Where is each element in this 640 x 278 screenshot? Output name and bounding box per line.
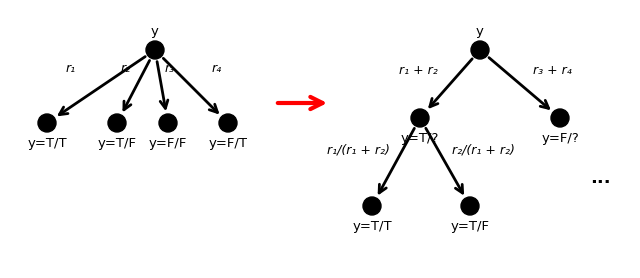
Circle shape [38,114,56,132]
Text: ...: ... [589,169,611,187]
Text: r₄: r₄ [211,62,221,75]
Text: y=F/?: y=F/? [541,132,579,145]
Circle shape [411,109,429,127]
Text: r₁/(r₁ + r₂): r₁/(r₁ + r₂) [326,143,389,157]
Circle shape [159,114,177,132]
Text: y=F/T: y=F/T [209,137,248,150]
Text: r₃: r₃ [164,62,175,75]
Text: y=T/F: y=T/F [97,137,136,150]
Text: y: y [476,25,484,38]
Text: y=T/T: y=T/T [352,220,392,233]
Text: r₂/(r₁ + r₂): r₂/(r₁ + r₂) [452,143,515,157]
Text: r₂: r₂ [121,62,131,75]
Circle shape [551,109,569,127]
Text: r₁ + r₂: r₁ + r₂ [399,63,437,76]
Circle shape [363,197,381,215]
Circle shape [471,41,489,59]
Circle shape [146,41,164,59]
Circle shape [461,197,479,215]
Text: y=T/F: y=T/F [451,220,490,233]
Text: y: y [151,25,159,38]
Circle shape [219,114,237,132]
Text: r₃ + r₄: r₃ + r₄ [532,63,572,76]
Circle shape [108,114,126,132]
Text: y=F/F: y=F/F [149,137,187,150]
Text: y=T/?: y=T/? [401,132,439,145]
Text: y=T/T: y=T/T [27,137,67,150]
Text: r₁: r₁ [66,62,76,75]
